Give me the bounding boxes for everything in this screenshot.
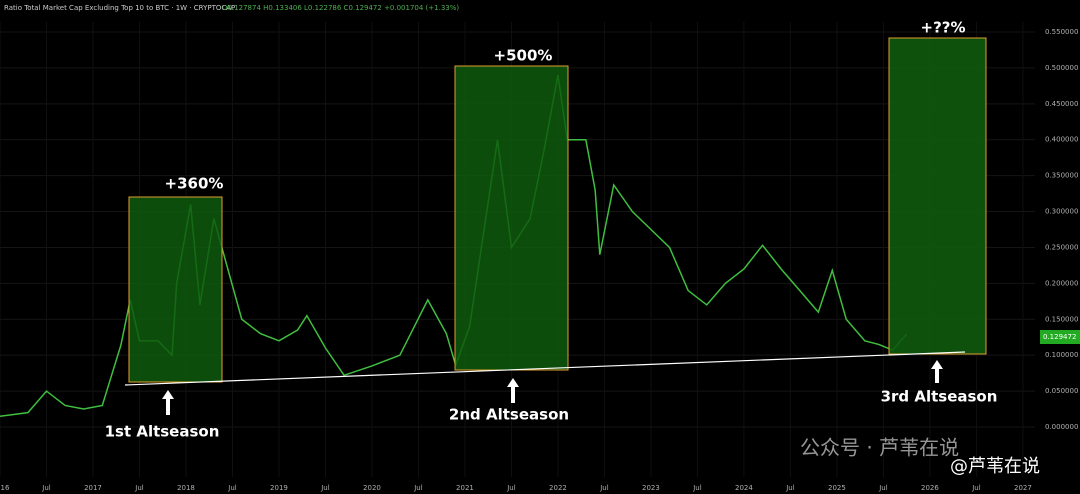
y-tick-label: 0.550000 xyxy=(1045,28,1078,36)
annotation: 1st Altseason xyxy=(105,423,220,441)
x-tick-label: 2024 xyxy=(735,484,753,492)
x-tick-label: 2020 xyxy=(363,484,381,492)
annotation: +500% xyxy=(494,47,553,65)
annotation: 3rd Altseason xyxy=(881,388,998,406)
y-tick-label: 0.150000 xyxy=(1045,315,1078,323)
arrow xyxy=(931,360,943,383)
annotation: +360% xyxy=(165,175,224,193)
arrows xyxy=(162,360,943,415)
y-tick-label: 0.400000 xyxy=(1045,136,1078,144)
support-line xyxy=(124,351,966,386)
x-tick-label: 2023 xyxy=(642,484,660,492)
y-tick-label: 0.000000 xyxy=(1045,423,1078,431)
watermark: 公众号 · 芦苇在说 xyxy=(800,436,959,460)
altseason-box xyxy=(454,65,569,371)
annotation: +??% xyxy=(921,19,966,37)
y-tick-label: 0.200000 xyxy=(1045,279,1078,287)
arrow xyxy=(507,378,519,403)
x-tick-label: Jul xyxy=(320,484,330,492)
x-tick-label: 16 xyxy=(1,484,10,492)
arrow xyxy=(162,390,174,415)
y-tick-label: 0.500000 xyxy=(1045,64,1078,72)
x-tick-label: 2026 xyxy=(921,484,939,492)
watermark: @芦苇在说 xyxy=(950,456,1040,477)
y-tick-label: 0.350000 xyxy=(1045,172,1078,180)
x-tick-label: Jul xyxy=(692,484,702,492)
x-tick-label: 2019 xyxy=(270,484,288,492)
chart-title: Ratio Total Market Cap Excluding Top 10 … xyxy=(4,4,235,12)
y-tick-label: 0.050000 xyxy=(1045,387,1078,395)
x-tick-label: 2017 xyxy=(84,484,102,492)
price-tag-label: 0.129472 xyxy=(1043,333,1076,341)
y-tick-label: 0.450000 xyxy=(1045,100,1078,108)
x-tick-label: Jul xyxy=(878,484,888,492)
x-tick-label: 2022 xyxy=(549,484,567,492)
x-tick-label: 2027 xyxy=(1014,484,1032,492)
x-tick-label: Jul xyxy=(227,484,237,492)
ohlc: O0.127874 H0.133406 L0.122786 C0.129472 … xyxy=(222,4,459,12)
x-tick-label: 2018 xyxy=(177,484,195,492)
y-tick-label: 0.300000 xyxy=(1045,208,1078,216)
x-tick-label: Jul xyxy=(971,484,981,492)
x-tick-label: 2025 xyxy=(828,484,846,492)
altseason-box xyxy=(128,196,223,383)
y-tick-label: 0.250000 xyxy=(1045,243,1078,251)
x-tick-label: Jul xyxy=(413,484,423,492)
y-tick-label: 0.100000 xyxy=(1045,351,1078,359)
annotation: 2nd Altseason xyxy=(449,406,569,424)
x-tick-label: Jul xyxy=(785,484,795,492)
x-tick-label: Jul xyxy=(506,484,516,492)
altseason-box xyxy=(888,37,987,355)
x-tick-label: Jul xyxy=(599,484,609,492)
x-tick-label: Jul xyxy=(41,484,51,492)
price-tag xyxy=(1040,330,1080,344)
x-tick-label: Jul xyxy=(134,484,144,492)
x-tick-label: 2021 xyxy=(456,484,474,492)
